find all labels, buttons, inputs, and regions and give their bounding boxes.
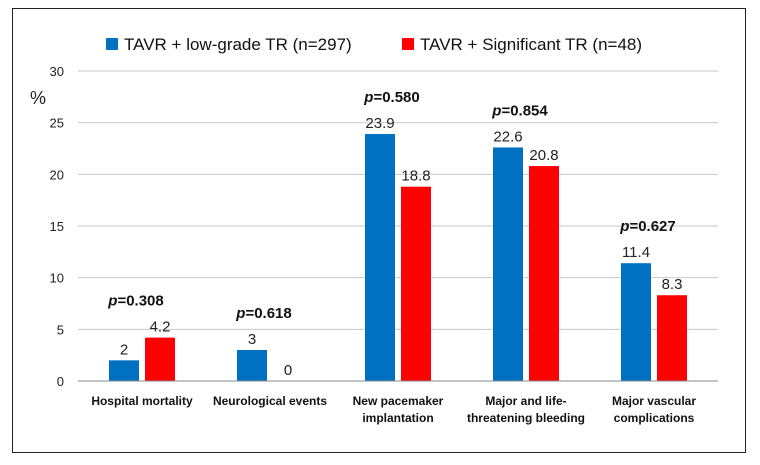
legend: TAVR + low-grade TR (n=297) TAVR + Signif… (106, 35, 642, 54)
category-label: threatening bleeding (467, 411, 585, 425)
category-label: New pacemaker (353, 394, 444, 408)
data-label: 22.6 (493, 128, 522, 145)
p-value-label: p=0.854 (491, 102, 548, 119)
bar-low-grade (493, 147, 523, 381)
y-ticks: 0 5 10 15 20 25 30 (50, 64, 64, 389)
y-tick-label: 15 (50, 219, 64, 234)
p-value-label: p=0.618 (235, 305, 291, 322)
bar-low-grade (237, 350, 267, 381)
bar-significant (657, 295, 687, 381)
bar-significant (145, 337, 175, 381)
category-label: Neurological events (213, 394, 327, 408)
y-axis-unit: % (30, 88, 46, 108)
legend-swatch (106, 38, 118, 50)
p-value: =0.580 (373, 89, 419, 106)
y-tick-label: 5 (57, 322, 64, 337)
y-tick-label: 20 (50, 167, 64, 182)
y-tick-label: 10 (50, 271, 64, 286)
p-value: =0.627 (629, 218, 675, 235)
category-label: implantation (362, 411, 433, 425)
p-value: =0.854 (501, 102, 548, 119)
data-label: 18.8 (401, 168, 430, 185)
data-label: 23.9 (365, 115, 394, 132)
legend-label: TAVR + low-grade TR (n=297) (124, 35, 352, 54)
category-labels: Hospital mortality Neurological events New… (91, 394, 696, 425)
p-symbol: p (363, 89, 373, 106)
y-tick-label: 0 (57, 374, 64, 389)
y-tick-label: 30 (50, 64, 64, 79)
category-label: complications (614, 411, 695, 425)
category-label: Major vascular (612, 394, 696, 408)
p-value: =0.308 (117, 293, 163, 310)
data-label: 11.4 (622, 244, 650, 261)
data-label: 2 (120, 341, 128, 358)
bar-significant (401, 186, 431, 381)
data-label: 8.3 (662, 276, 683, 293)
bar-low-grade (109, 360, 139, 381)
p-symbol: p (107, 293, 117, 310)
data-label: 20.8 (529, 147, 558, 164)
p-value-label: p=0.627 (619, 218, 675, 235)
data-label: 4.2 (150, 319, 171, 336)
p-symbol: p (619, 218, 629, 235)
data-labels: 2 4.2 3 0 23.9 18.8 22.6 20.8 11.4 8.3 (120, 115, 683, 379)
legend-label: TAVR + Significant TR (n=48) (420, 35, 642, 54)
p-symbol: p (491, 102, 501, 119)
bar-low-grade (365, 134, 395, 381)
data-label: 0 (284, 362, 292, 379)
p-value-label: p=0.580 (363, 89, 419, 106)
category-label: Hospital mortality (91, 394, 193, 408)
p-value-label: p=0.308 (107, 293, 163, 310)
bars (109, 134, 687, 381)
y-tick-label: 25 (50, 116, 64, 131)
bar-significant (529, 166, 559, 381)
data-label: 3 (248, 331, 256, 348)
legend-swatch (402, 38, 414, 50)
p-value: =0.618 (245, 305, 291, 322)
p-symbol: p (235, 305, 245, 322)
bar-low-grade (621, 263, 651, 381)
category-label: Major and life- (485, 394, 566, 408)
gridlines (78, 70, 718, 330)
